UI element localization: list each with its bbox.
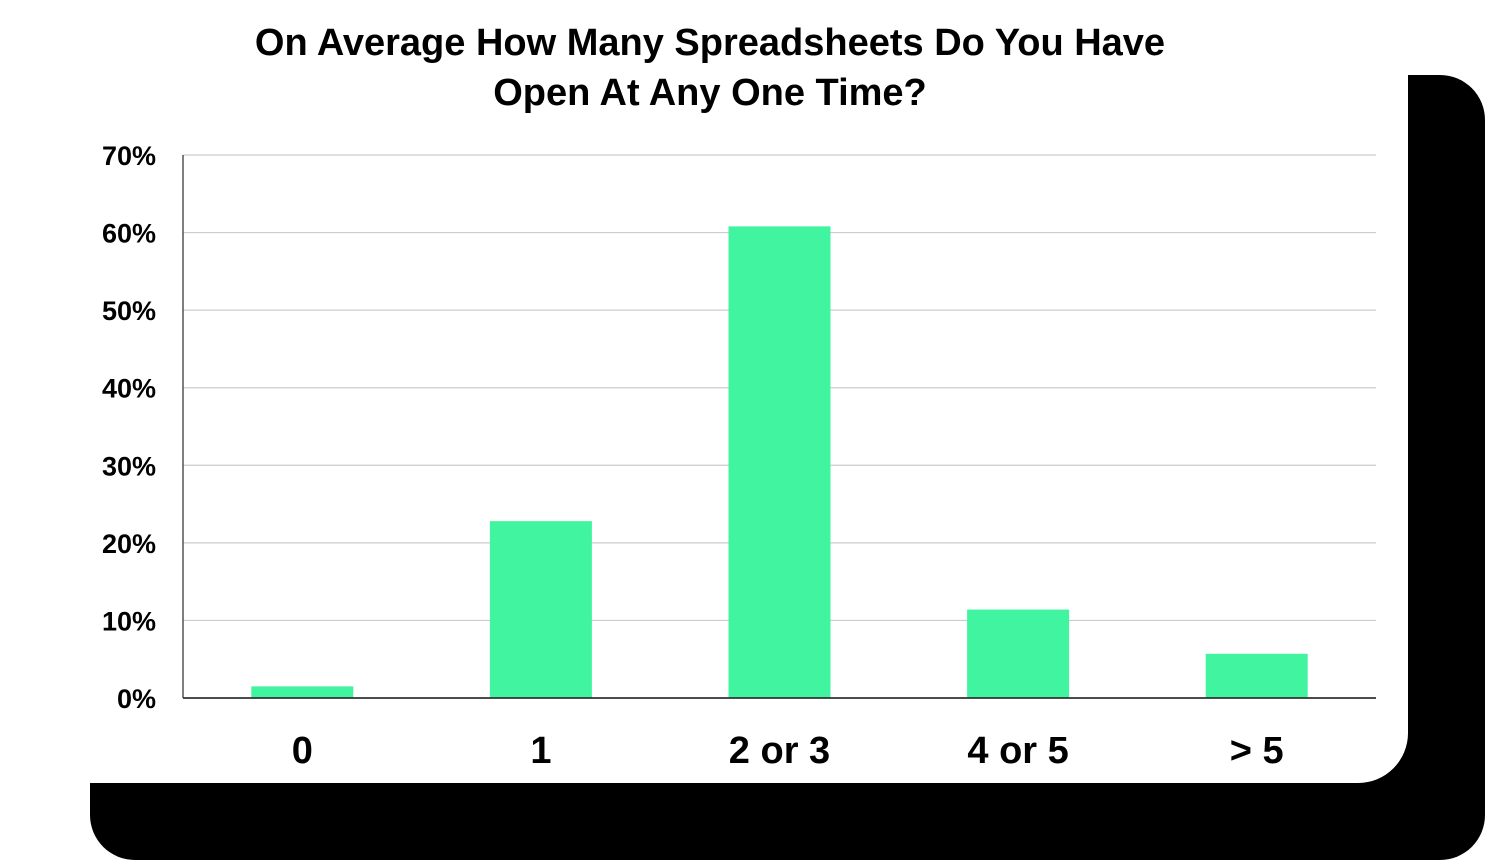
y-tick-label: 50% (102, 296, 156, 326)
chart-title-line-2: Open At Any One Time? (493, 72, 927, 114)
y-tick-label: 20% (102, 529, 156, 559)
x-tick-label: 2 or 3 (729, 730, 830, 772)
x-tick-label: 4 or 5 (967, 730, 1068, 772)
y-tick-label: 70% (102, 141, 156, 171)
y-tick-label: 0% (117, 684, 156, 714)
bar (489, 521, 592, 698)
bar (728, 226, 831, 698)
y-tick-label: 60% (102, 219, 156, 249)
bar (1205, 653, 1308, 698)
y-tick-label: 30% (102, 451, 156, 481)
bar (251, 686, 354, 698)
y-tick-label: 40% (102, 374, 156, 404)
bar (967, 609, 1070, 698)
chart-card: On Average How Many Spreadsheets Do You … (101, 22, 1376, 772)
chart-title-line-1: On Average How Many Spreadsheets Do You … (254, 22, 1166, 64)
y-tick-label: 10% (102, 606, 156, 636)
bar-chart: 0% 10% 20% 30% 40% 50% 60% 70% 0 1 2 or 3 4 or 5 > 5 (102, 141, 1376, 772)
x-tick-label: 0 (292, 730, 313, 772)
x-tick-label: 1 (530, 730, 551, 772)
x-tick-label: > 5 (1230, 730, 1284, 772)
